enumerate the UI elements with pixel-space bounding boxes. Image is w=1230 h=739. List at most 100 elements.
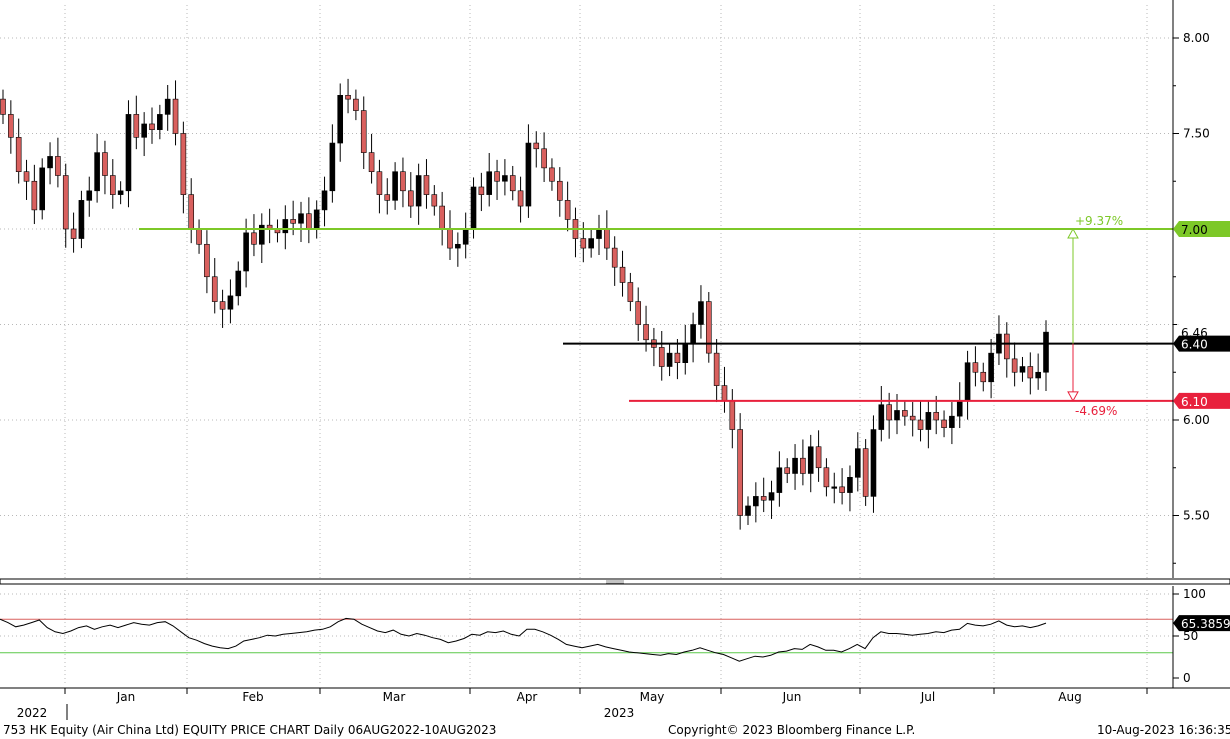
candle-body bbox=[972, 362, 979, 373]
candle-body bbox=[635, 301, 642, 325]
candle-body bbox=[525, 142, 532, 207]
candle-body bbox=[117, 190, 124, 195]
current-level-tag-text: 6.40 bbox=[1181, 338, 1208, 352]
candle-body bbox=[509, 175, 516, 192]
price-levels: +9.37% -4.69% bbox=[139, 214, 1173, 418]
year-label: 2023 bbox=[604, 706, 635, 720]
last-price-tag bbox=[1177, 324, 1230, 339]
candle-body bbox=[55, 156, 61, 176]
candle-body bbox=[282, 219, 289, 234]
candle-body bbox=[180, 133, 187, 195]
candle-body bbox=[854, 448, 861, 478]
rsi-tick-label: 0 bbox=[1183, 671, 1191, 685]
candle-body bbox=[478, 186, 485, 195]
candle-body bbox=[243, 232, 249, 272]
rsi-tick-label: 50 bbox=[1183, 629, 1198, 643]
candle-body bbox=[196, 228, 202, 245]
month-label: Apr bbox=[517, 690, 538, 704]
candle-body bbox=[431, 194, 438, 207]
candle-body bbox=[705, 301, 712, 354]
chart-title: 753 HK Equity (Air China Ltd) EQUITY PRI… bbox=[3, 723, 497, 737]
footer: 753 HK Equity (Air China Ltd) EQUITY PRI… bbox=[0, 722, 1230, 739]
candle-body bbox=[290, 219, 296, 224]
candle-body bbox=[164, 98, 171, 115]
candle-body bbox=[847, 476, 853, 493]
year-label: 2022 bbox=[17, 706, 48, 720]
candle-body bbox=[384, 194, 391, 201]
candle-body bbox=[502, 175, 508, 182]
candle-body bbox=[980, 371, 987, 383]
candle-body bbox=[964, 362, 971, 402]
candle-body bbox=[258, 224, 265, 245]
candle-body bbox=[188, 194, 195, 230]
candle-body bbox=[447, 228, 453, 249]
candle-body bbox=[917, 419, 924, 430]
candle-body bbox=[556, 180, 563, 201]
price-chart: +9.37% -4.69% 8.00 7.50 6.00 5.50 100 50 0 Jan Fe… bbox=[0, 0, 1230, 722]
candle-body bbox=[109, 175, 116, 195]
candle-body bbox=[619, 266, 626, 283]
candle-body bbox=[745, 505, 751, 516]
candle-body bbox=[549, 167, 555, 182]
candle-body bbox=[157, 114, 163, 130]
candle-body bbox=[698, 301, 704, 325]
rsi-tick-label: 100 bbox=[1183, 587, 1206, 601]
month-label: Jul bbox=[920, 690, 935, 704]
candle-body bbox=[313, 209, 320, 230]
candle-body bbox=[400, 171, 406, 192]
candle-body bbox=[831, 486, 838, 489]
candle-body bbox=[1027, 366, 1034, 379]
candle-body bbox=[776, 467, 783, 493]
candle-body bbox=[643, 324, 649, 341]
month-label: Aug bbox=[1058, 690, 1081, 704]
candle-body bbox=[768, 492, 775, 501]
candle-body bbox=[470, 186, 477, 230]
candle-body bbox=[462, 228, 469, 245]
candle-body bbox=[1035, 371, 1041, 379]
candle-body bbox=[1011, 358, 1018, 373]
candle-body bbox=[125, 114, 132, 192]
month-label: Mar bbox=[383, 690, 406, 704]
candle-body bbox=[47, 156, 53, 169]
candle-body bbox=[658, 347, 665, 367]
candle-body bbox=[321, 190, 328, 211]
rsi-series bbox=[0, 617, 1173, 662]
price-tick-label: 6.00 bbox=[1183, 413, 1210, 427]
resistance-tag bbox=[1173, 221, 1230, 237]
candle-body bbox=[541, 148, 547, 169]
candle-body bbox=[604, 228, 610, 249]
candle-body bbox=[580, 238, 587, 249]
candle-body bbox=[62, 175, 69, 230]
axes: 8.00 7.50 6.00 5.50 100 50 0 Jan Feb Mar Apr May Jun… bbox=[0, 0, 1230, 720]
downside-arrow-head bbox=[1067, 391, 1079, 402]
candle-body bbox=[204, 243, 210, 278]
candle-body bbox=[494, 171, 500, 182]
candle-body bbox=[15, 137, 22, 173]
candle-body bbox=[784, 467, 791, 474]
candle-body bbox=[149, 123, 155, 130]
candle-body bbox=[823, 467, 830, 488]
candle-body bbox=[172, 98, 179, 134]
resistance-tag-text: 7.00 bbox=[1181, 223, 1208, 237]
candle-body bbox=[298, 213, 304, 224]
candle-body bbox=[690, 324, 696, 344]
candle-body bbox=[596, 228, 602, 239]
candle-body bbox=[329, 142, 336, 192]
candle-body bbox=[682, 343, 689, 364]
candle-body bbox=[533, 142, 540, 150]
candle-body bbox=[721, 385, 728, 402]
candle-body bbox=[8, 114, 14, 138]
candle-body bbox=[345, 95, 351, 100]
timestamp: 10-Aug-2023 16:36:35 bbox=[1097, 723, 1230, 737]
rsi-value-tag bbox=[1173, 615, 1230, 632]
candle-body bbox=[815, 446, 822, 469]
candle-body bbox=[455, 243, 461, 249]
candle-body bbox=[792, 457, 798, 474]
rsi-value-tag-text: 65.3859 bbox=[1181, 617, 1230, 631]
candle-body bbox=[306, 213, 312, 230]
upside-arrow-head bbox=[1067, 227, 1079, 239]
support-tag-text: 6.10 bbox=[1181, 395, 1208, 409]
rsi-line bbox=[0, 617, 1047, 662]
candle-body bbox=[337, 95, 344, 144]
